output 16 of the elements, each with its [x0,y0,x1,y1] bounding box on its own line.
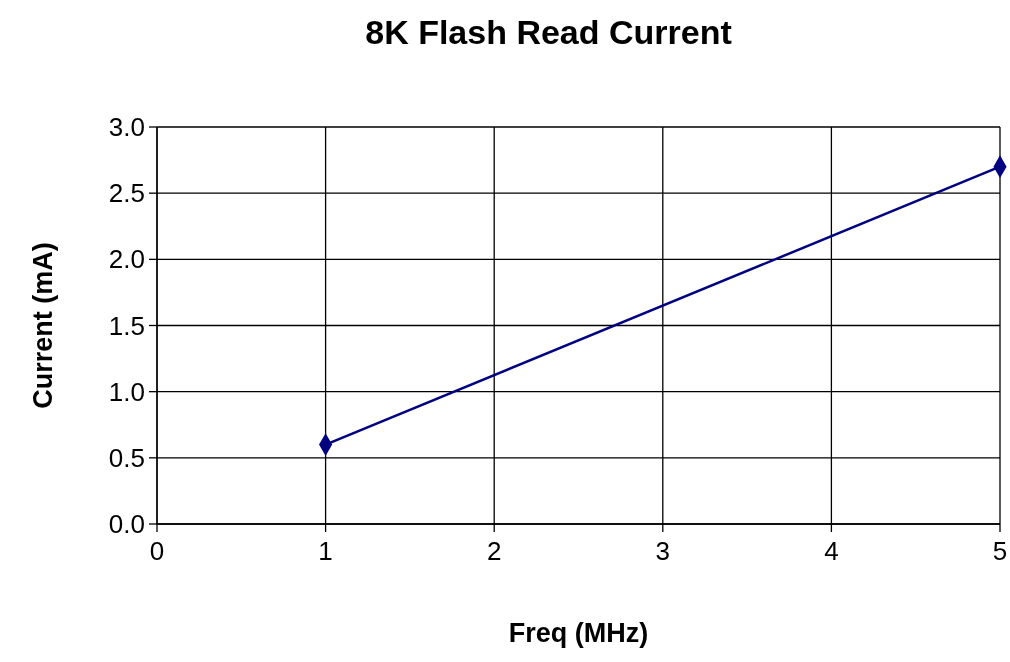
chart-title: 8K Flash Read Current [365,13,732,51]
y-tick-label: 1.5 [108,310,145,341]
x-tick-label: 1 [318,536,333,566]
y-tick-label: 2.0 [108,244,145,275]
y-tick-label: 0.5 [108,442,145,473]
y-tick-label: 0.0 [108,509,145,540]
x-tick-label: 4 [824,536,839,566]
x-tick-label: 0 [149,536,165,566]
x-axis-title: Freq (MHz) [508,618,649,648]
x-tick-label: 5 [992,536,1008,566]
y-tick-label: 2.5 [108,178,145,209]
x-tick-label: 2 [486,536,502,566]
x-tick-label: 3 [655,536,671,566]
y-axis-title: Current (mA) [28,242,58,409]
y-tick-label: 3.0 [108,112,145,143]
y-tick-label: 1.0 [108,376,145,407]
